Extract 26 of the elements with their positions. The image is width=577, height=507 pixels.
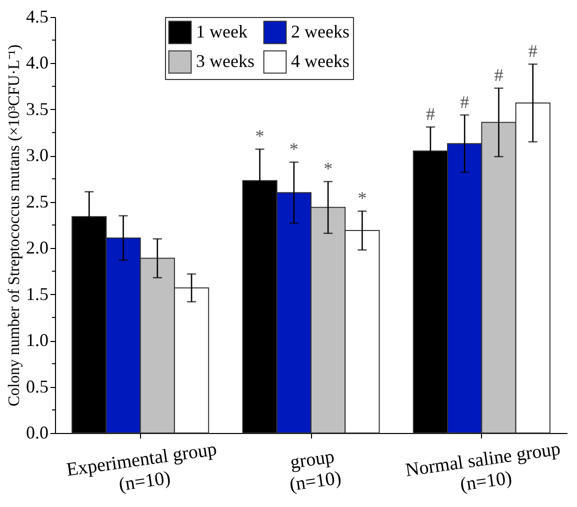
y-tick-label: 1.0 xyxy=(26,330,48,350)
annotation: # xyxy=(426,104,435,124)
y-tick-label: 0.5 xyxy=(26,376,48,396)
y-tick-label: 4.5 xyxy=(26,6,48,26)
annotation: # xyxy=(528,41,538,62)
annotation: # xyxy=(460,92,470,112)
y-tick-label: 4.0 xyxy=(26,52,48,73)
y-tick-label: 2.5 xyxy=(26,191,48,212)
x-tick-label: Experimental group (n=10) xyxy=(65,438,218,496)
legend-label: 4 weeks xyxy=(291,51,350,71)
y-tick-label: 3.5 xyxy=(26,98,48,119)
annotation: * xyxy=(358,188,367,208)
y-tick-label: 0.0 xyxy=(26,422,48,442)
x-tick-label: Normal saline group (n=10) xyxy=(404,438,562,496)
annotation: # xyxy=(494,65,504,86)
legend-label: 2 weeks xyxy=(291,21,350,42)
y-tick-label: 1.5 xyxy=(26,284,48,304)
annotation: * xyxy=(324,158,333,179)
annotation: * xyxy=(289,139,298,160)
y-axis-title: Colony number of Streptococcus mutans (×10³CFU·L⁻¹) xyxy=(6,44,23,406)
annotation: * xyxy=(255,126,264,146)
y-tick-label: 3.0 xyxy=(26,145,48,166)
y-tick-label: 2.0 xyxy=(26,238,48,258)
legend-label: 3 weeks xyxy=(196,51,254,71)
legend-label: 1 week xyxy=(196,21,248,42)
x-tick-label: group (n=10) xyxy=(288,446,343,496)
